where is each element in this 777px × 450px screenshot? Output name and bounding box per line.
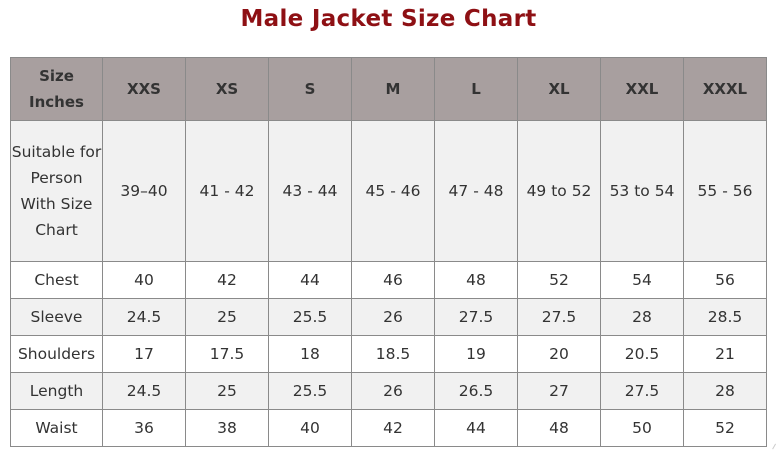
table-cell: 27 bbox=[517, 372, 601, 410]
table-row: Shoulders 17 17.5 18 18.5 19 20 20.5 21 bbox=[10, 335, 767, 373]
page-title: Male Jacket Size Chart bbox=[240, 6, 537, 32]
table-cell: 25.5 bbox=[268, 372, 352, 410]
table-cell: 40 bbox=[102, 261, 186, 299]
size-header: XS bbox=[185, 57, 269, 121]
table-cell: 56 bbox=[683, 261, 767, 299]
row-label: Waist bbox=[10, 409, 103, 447]
table-cell: 38 bbox=[185, 409, 269, 447]
table-cell: 47 - 48 bbox=[434, 120, 518, 262]
table-cell: 17.5 bbox=[185, 335, 269, 373]
table-cell: 26.5 bbox=[434, 372, 518, 410]
size-chart-table: Size Inches XXS XS S M L XL XXL XXXL Sui… bbox=[10, 57, 767, 447]
table-row: Length 24.5 25 25.5 26 26.5 27 27.5 28 bbox=[10, 372, 767, 410]
table-cell: 26 bbox=[351, 372, 435, 410]
size-header: XXL bbox=[600, 57, 684, 121]
table-cell: 28 bbox=[683, 372, 767, 410]
row-label: Sleeve bbox=[10, 298, 103, 336]
table-cell: 25.5 bbox=[268, 298, 352, 336]
table-cell: 20.5 bbox=[600, 335, 684, 373]
table-cell: 39–40 bbox=[102, 120, 186, 262]
table-cell: 24.5 bbox=[102, 298, 186, 336]
table-cell: 48 bbox=[517, 409, 601, 447]
size-header: XL bbox=[517, 57, 601, 121]
table-cell: 46 bbox=[351, 261, 435, 299]
table-cell: 41 - 42 bbox=[185, 120, 269, 262]
table-cell: 28.5 bbox=[683, 298, 767, 336]
table-cell: 45 - 46 bbox=[351, 120, 435, 262]
size-header: XXS bbox=[102, 57, 186, 121]
table-cell: 48 bbox=[434, 261, 518, 299]
row-label: Length bbox=[10, 372, 103, 410]
table-cell: 27.5 bbox=[434, 298, 518, 336]
table-row: Waist 36 38 40 42 44 48 50 52 bbox=[10, 409, 767, 447]
table-row: Chest 40 42 44 46 48 52 54 56 bbox=[10, 261, 767, 299]
size-header: S bbox=[268, 57, 352, 121]
table-cell: 20 bbox=[517, 335, 601, 373]
table-cell: 17 bbox=[102, 335, 186, 373]
table-cell: 44 bbox=[434, 409, 518, 447]
table-cell: 24.5 bbox=[102, 372, 186, 410]
size-header: XXXL bbox=[683, 57, 767, 121]
row-label: Shoulders bbox=[10, 335, 103, 373]
size-header: L bbox=[434, 57, 518, 121]
table-cell: 52 bbox=[517, 261, 601, 299]
table-row: Sleeve 24.5 25 25.5 26 27.5 27.5 28 28.5 bbox=[10, 298, 767, 336]
table-cell: 50 bbox=[600, 409, 684, 447]
table-cell: 49 to 52 bbox=[517, 120, 601, 262]
table-cell: 28 bbox=[600, 298, 684, 336]
table-cell: 19 bbox=[434, 335, 518, 373]
corner-header: Size Inches bbox=[10, 57, 103, 121]
table-cell: 52 bbox=[683, 409, 767, 447]
table-cell: 54 bbox=[600, 261, 684, 299]
table-cell: 44 bbox=[268, 261, 352, 299]
table-header-row: Size Inches XXS XS S M L XL XXL XXXL bbox=[10, 57, 767, 121]
table-cell: 43 - 44 bbox=[268, 120, 352, 262]
resize-handle-icon bbox=[766, 440, 777, 450]
table-cell: 21 bbox=[683, 335, 767, 373]
table-cell: 36 bbox=[102, 409, 186, 447]
table-row: Suitable for Person With Size Chart 39–40… bbox=[10, 120, 767, 262]
row-label: Suitable for Person With Size Chart bbox=[10, 120, 103, 262]
table-cell: 26 bbox=[351, 298, 435, 336]
row-label: Chest bbox=[10, 261, 103, 299]
table-cell: 40 bbox=[268, 409, 352, 447]
table-cell: 18.5 bbox=[351, 335, 435, 373]
table-cell: 42 bbox=[351, 409, 435, 447]
table-cell: 25 bbox=[185, 372, 269, 410]
table-cell: 27.5 bbox=[600, 372, 684, 410]
table-cell: 27.5 bbox=[517, 298, 601, 336]
table-cell: 53 to 54 bbox=[600, 120, 684, 262]
table-cell: 18 bbox=[268, 335, 352, 373]
table-cell: 42 bbox=[185, 261, 269, 299]
table-cell: 25 bbox=[185, 298, 269, 336]
size-header: M bbox=[351, 57, 435, 121]
table-cell: 55 - 56 bbox=[683, 120, 767, 262]
